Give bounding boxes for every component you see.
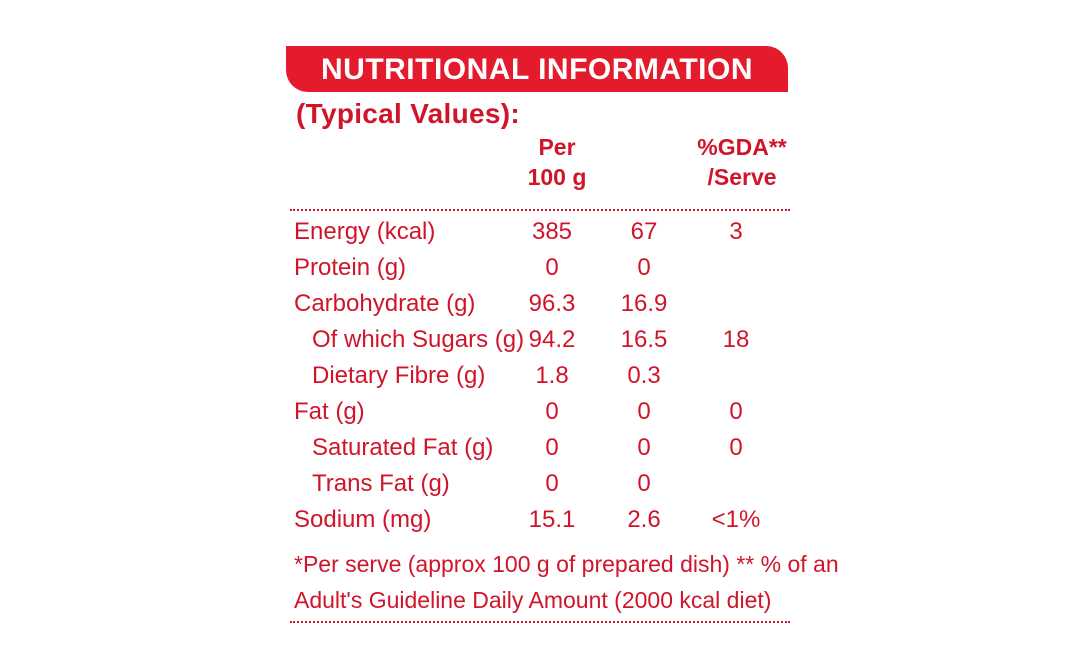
value-per-serve: 0.3 [627,362,661,389]
value-per-serve: 0 [637,254,651,281]
nutrition-panel: NUTRITIONAL INFORMATION (Typical Values)… [286,46,839,646]
value-per-100g: 15.1 [528,506,576,533]
value-per-serve: 67 [630,218,658,245]
value-per-serve: 2.6 [627,506,661,533]
value-per-100g: 0 [545,254,559,281]
nutrient-name: Dietary Fibre (g) [312,362,486,389]
title-banner [286,46,788,92]
nutrient-name: Sodium (mg) [294,506,432,533]
value-per-100g: 96.3 [528,290,576,317]
header-gda: %GDA** /Serve [692,132,792,192]
value-per-serve: 0 [637,434,651,461]
header-per-100g-line2: 100 g [527,164,587,190]
value-per-100g: 0 [545,470,559,497]
value-gda: 0 [729,434,743,461]
value-per-serve: 16.9 [620,290,668,317]
footnote-line-2: Adult's Guideline Daily Amount (2000 kca… [294,587,772,613]
nutrient-name: Fat (g) [294,398,365,425]
table-row: Dietary Fibre (g) 1.8 0.3 [286,358,806,394]
nutrient-name: Saturated Fat (g) [312,434,494,461]
nutrient-name: Carbohydrate (g) [294,290,476,317]
nutrient-name: Energy (kcal) [294,218,436,245]
value-per-100g: 0 [545,434,559,461]
nutrient-name: Protein (g) [294,254,407,281]
table-row: Energy (kcal) 385 67 3 [286,214,806,250]
table-row: Sodium (mg) 15.1 2.6 <1% [286,502,806,538]
table-row: Of which Sugars (g) 94.2 16.5 18 [286,322,806,358]
panel-title: NUTRITIONAL INFORMATION [320,53,753,86]
value-gda: <1% [711,506,761,533]
dotted-divider-bottom [290,621,790,623]
nutrient-table: Energy (kcal) 385 67 3 Protein (g) 0 0 C… [286,214,806,538]
value-per-100g: 1.8 [535,362,569,389]
nutrient-name: Of which Sugars (g) [312,326,525,353]
table-row: Carbohydrate (g) 96.3 16.9 [286,286,806,322]
value-per-serve: 0 [637,398,651,425]
value-gda: 3 [729,218,743,245]
table-row: Fat (g) 0 0 0 [286,394,806,430]
panel-subtitle: (Typical Values): [296,98,520,129]
value-per-100g: 94.2 [528,326,576,353]
value-per-100g: 385 [531,218,573,245]
value-per-100g: 0 [545,398,559,425]
header-per-100g-line1: Per [538,134,576,160]
footnote-line-1: *Per serve (approx 100 g of prepared dis… [294,551,839,577]
footnote: *Per serve (approx 100 g of prepared dis… [294,546,839,618]
dotted-divider-top [290,209,790,211]
header-per-100g: Per 100 g [512,132,602,192]
table-row: Trans Fat (g) 0 0 [286,466,806,502]
value-gda: 0 [729,398,743,425]
value-per-serve: 0 [637,470,651,497]
value-gda: 18 [722,326,750,353]
header-gda-line1: %GDA** [697,134,787,160]
value-per-serve: 16.5 [620,326,668,353]
table-row: Saturated Fat (g) 0 0 0 [286,430,806,466]
header-gda-line2: /Serve [707,164,777,190]
table-row: Protein (g) 0 0 [286,250,806,286]
nutrient-name: Trans Fat (g) [312,470,450,497]
